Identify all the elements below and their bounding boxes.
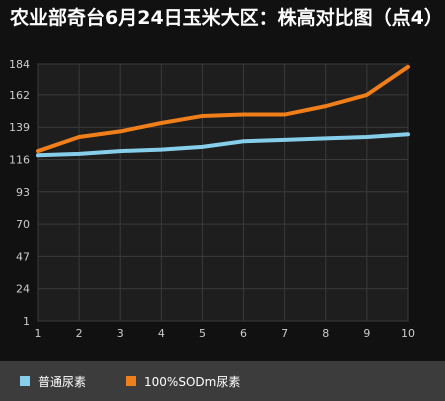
series-line-2[interactable]	[36, 64, 410, 154]
x-tick-label: 7	[281, 327, 288, 340]
legend-swatch-series-2	[126, 376, 137, 386]
y-tick-label: 1	[23, 315, 30, 328]
chart-title: 农业部奇台6月24日玉米大区：株高对比图（点4）	[10, 7, 443, 29]
legend: 普通尿素 100%SODm尿素	[0, 361, 445, 401]
data-point-series-2[interactable]	[406, 65, 410, 69]
legend-item-series-1[interactable]: 普通尿素	[20, 373, 86, 390]
data-point-series-2[interactable]	[365, 93, 369, 97]
y-tick-label: 24	[16, 283, 30, 296]
data-point-series-1[interactable]	[324, 136, 328, 140]
series-line-1[interactable]	[36, 132, 410, 158]
data-point-series-1[interactable]	[242, 139, 246, 143]
plot-area	[37, 63, 409, 322]
y-tick-label: 162	[9, 89, 30, 102]
data-point-series-1[interactable]	[283, 138, 287, 142]
y-tick-label: 93	[16, 186, 30, 199]
data-point-series-2[interactable]	[77, 135, 81, 139]
x-tick-label: 3	[117, 327, 124, 340]
legend-label-series-2: 100%SODm尿素	[144, 374, 241, 389]
x-tick-label: 10	[401, 327, 415, 340]
data-point-series-1[interactable]	[406, 132, 410, 136]
data-point-series-1[interactable]	[159, 148, 163, 152]
y-tick-label: 70	[16, 218, 30, 231]
y-tick-label: 139	[9, 121, 30, 134]
data-point-series-1[interactable]	[77, 152, 81, 156]
y-tick-label: 116	[9, 153, 30, 166]
data-point-series-2[interactable]	[159, 121, 163, 125]
y-tick-label: 184	[9, 58, 30, 71]
data-point-series-1[interactable]	[36, 153, 40, 157]
line-chart: 1 24 47 70 93 116 139 162 184 1 2 3 4 5 6 7 8 9 10	[9, 58, 415, 340]
data-point-series-2[interactable]	[242, 113, 246, 117]
data-point-series-2[interactable]	[324, 104, 328, 108]
x-tick-label: 6	[240, 327, 247, 340]
data-point-series-1[interactable]	[365, 135, 369, 139]
data-point-series-1[interactable]	[200, 145, 204, 149]
y-tick-label: 47	[16, 250, 30, 263]
data-point-series-2[interactable]	[36, 149, 40, 153]
legend-item-series-2[interactable]: 100%SODm尿素	[126, 373, 240, 390]
x-tick-label: 5	[199, 327, 206, 340]
x-tick-label: 8	[322, 327, 329, 340]
legend-label-series-1: 普通尿素	[38, 374, 87, 389]
x-tick-label: 2	[76, 327, 83, 340]
data-point-series-1[interactable]	[118, 149, 122, 153]
legend-swatch-series-1	[20, 376, 30, 386]
data-point-series-2[interactable]	[283, 113, 287, 117]
data-point-series-2[interactable]	[200, 114, 204, 118]
x-tick-label: 1	[35, 327, 42, 340]
data-point-series-2[interactable]	[118, 129, 122, 133]
x-tick-label: 9	[363, 327, 370, 340]
x-tick-label: 4	[158, 327, 165, 340]
